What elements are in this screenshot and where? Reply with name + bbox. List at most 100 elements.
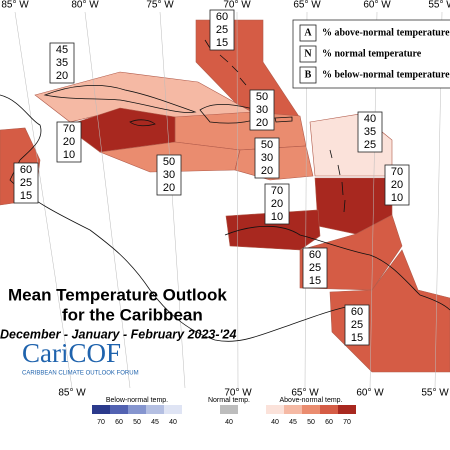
scale-swatch: [338, 405, 356, 414]
key-letter-box: [299, 66, 317, 84]
probability-value: 70: [391, 166, 403, 178]
probability-value: 35: [364, 126, 376, 138]
probability-value: 50: [256, 91, 268, 103]
probability-value: 25: [309, 262, 321, 274]
probability-value: 40: [364, 113, 376, 125]
probability-value: 15: [309, 275, 321, 287]
probability-value: 20: [56, 70, 68, 82]
key-text: % below-normal temperature: [322, 69, 450, 80]
probability-value: 15: [216, 37, 228, 49]
coastlines: [0, 39, 450, 342]
longitude-label: 70° W: [223, 0, 251, 11]
probability-value: 50: [261, 139, 273, 151]
probability-box: [13, 162, 39, 204]
probability-value: 50: [163, 156, 175, 168]
probability-box: [344, 304, 370, 346]
probability-value: 35: [56, 57, 68, 69]
scale-label: Above-normal temp.: [279, 397, 342, 404]
key-box: [292, 19, 450, 89]
key-letter: B: [305, 69, 312, 80]
probability-box: [254, 137, 280, 179]
logo-subtitle: CARIBBEAN CLIMATE OUTLOOK FORUM: [22, 371, 139, 377]
probability-value: 70: [63, 123, 75, 135]
title-line: for the Caribbean: [62, 305, 203, 324]
scale-swatch: [320, 405, 338, 414]
scale-tick: 70: [97, 419, 105, 426]
scale-tick: 60: [115, 419, 123, 426]
key-text: % normal temperature: [322, 48, 422, 59]
scale-swatch: [284, 405, 302, 414]
region: [225, 209, 321, 251]
probability-value: 15: [351, 332, 363, 344]
scale-swatch: [302, 405, 320, 414]
probability-value: 20: [271, 198, 283, 210]
probability-value: 60: [351, 306, 363, 318]
probability-value: 30: [163, 169, 175, 181]
probability-box: [56, 121, 82, 163]
longitude-label: 85° W: [1, 0, 29, 11]
probability-value: 20: [163, 182, 175, 194]
longitude-label: 75° W: [146, 0, 174, 11]
probability-value: 10: [271, 211, 283, 223]
scale-swatch: [164, 405, 182, 414]
probability-box: [249, 89, 275, 131]
scale-tick: 45: [289, 419, 297, 426]
scale-label: Normal temp.: [208, 397, 250, 404]
title-block: Mean Temperature Outlook for the Caribbe…: [0, 285, 236, 376]
probability-value: 20: [391, 179, 403, 191]
probability-value: 20: [63, 136, 75, 148]
key-letter: A: [304, 27, 312, 38]
scale-tick: 50: [307, 419, 315, 426]
probability-value: 25: [20, 177, 32, 189]
scale-tick: 40: [169, 419, 177, 426]
key-letter: N: [304, 48, 312, 59]
probability-value: 10: [391, 192, 403, 204]
longitude-label: 55° W: [421, 388, 449, 399]
probability-box: [209, 9, 235, 51]
longitude-label: 60° W: [356, 388, 384, 399]
key: [292, 19, 450, 89]
probability-value: 20: [256, 117, 268, 129]
key-text: % above-normal temperature: [322, 27, 450, 38]
season: December - January - February 2023-'24: [0, 327, 236, 341]
probability-value: 25: [364, 139, 376, 151]
scale-swatch: [110, 405, 128, 414]
scale-swatch: [92, 405, 110, 414]
longitude-label: 70° W: [224, 388, 252, 399]
probability-value: 45: [56, 44, 68, 56]
scale-tick: 50: [133, 419, 141, 426]
longitude-label: 85° W: [58, 388, 86, 399]
probability-value: 20: [261, 165, 273, 177]
longitude-label: 60° W: [363, 0, 391, 11]
probability-value: 30: [261, 152, 273, 164]
title-line: Mean Temperature Outlook: [8, 285, 227, 304]
probability-value: 25: [216, 24, 228, 36]
longitude-label: 65° W: [291, 388, 319, 399]
logo: CariCOF: [22, 338, 121, 368]
scale-tick: 40: [271, 419, 279, 426]
scale-tick: 60: [325, 419, 333, 426]
scale-swatch: [220, 405, 238, 414]
scale-label: Below-normal temp.: [106, 397, 168, 404]
scale-swatch: [146, 405, 164, 414]
probability-box: [264, 183, 290, 225]
scale-tick: 45: [151, 419, 159, 426]
probability-value: 70: [271, 185, 283, 197]
longitude-label: 55° W: [428, 0, 450, 11]
probability-value: 30: [256, 104, 268, 116]
probability-box: [49, 42, 75, 84]
scale-tick: 40: [225, 419, 233, 426]
probability-value: 60: [216, 11, 228, 23]
scale-swatch: [128, 405, 146, 414]
key-letter-box: [299, 24, 317, 42]
scale-swatch: [266, 405, 284, 414]
probability-value: 60: [20, 164, 32, 176]
longitude-label: 65° W: [293, 0, 321, 11]
probability-box: [156, 154, 182, 196]
probability-value: 15: [20, 190, 32, 202]
scale-tick: 70: [343, 419, 351, 426]
longitude-label: 80° W: [71, 0, 99, 11]
probability-box: [384, 164, 410, 206]
probability-box: [357, 111, 383, 153]
